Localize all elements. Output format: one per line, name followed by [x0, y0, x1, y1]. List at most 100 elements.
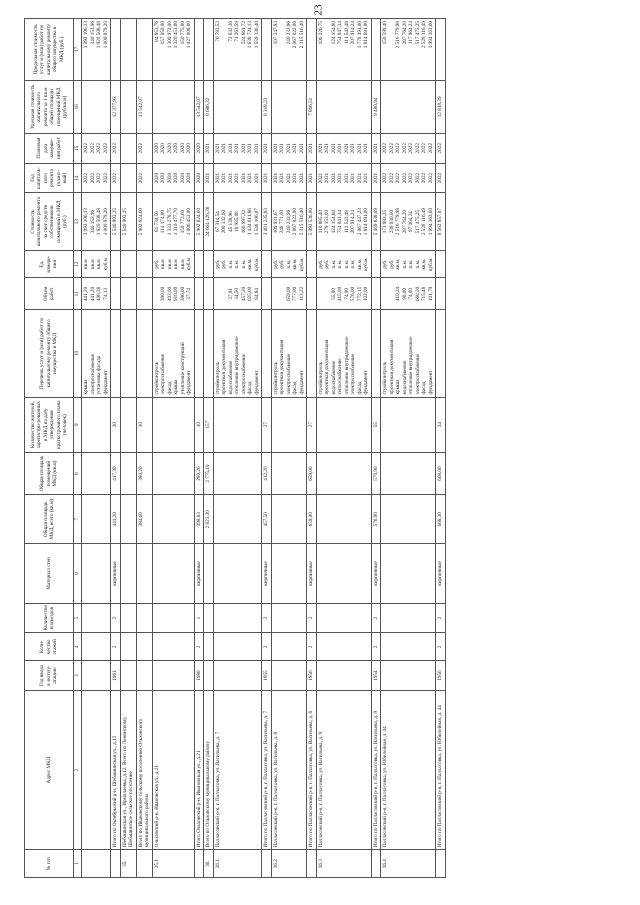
- cell-line: 2021: [263, 143, 269, 154]
- cell-spec: 8 318,23: [261, 80, 271, 134]
- cell-mat: [213, 543, 262, 604]
- cell-line: 2021: [298, 172, 305, 184]
- cell-unit: руб. руб. п.м. п.м. п.м. кв.м. куб.м.: [213, 250, 262, 278]
- cell-end: 2022: [110, 133, 120, 164]
- cell-ent: 2: [110, 603, 120, 633]
- cell-line: 1 994 363,60: [427, 21, 434, 49]
- cell-addr: Палласовский р-н, г. Палласовка, ул. Вас…: [271, 690, 307, 850]
- cell-line: 2020: [195, 172, 202, 184]
- cell-cost: 5 540 903,25: [120, 192, 136, 251]
- cell-area2: 280,20: [194, 452, 204, 495]
- cell-mat: кирпичные: [194, 543, 204, 604]
- column-number: 13: [73, 192, 82, 251]
- header-cell: Ед. измере-ния: [24, 250, 74, 278]
- cell-mat: [203, 543, 213, 604]
- cell-unit: руб. руб. п.м. п.м. п.м. п.м. кв.м. куб.м.: [316, 250, 371, 278]
- column-number: 14: [73, 163, 82, 193]
- cell-num: [371, 849, 381, 878]
- cell-yr: 2021 2021 2021 2021 2021: [271, 163, 307, 193]
- cell-area2: 417,30: [110, 452, 120, 495]
- cell-area2: [152, 452, 194, 495]
- table-row: Итого по Палласовский р-н, г. Палласовка…: [371, 18, 381, 878]
- cell-num: [261, 849, 271, 878]
- cell-line: 2020: [186, 143, 192, 154]
- cell-ent: [120, 603, 136, 633]
- cell-yr: 2020 2020 2020 2020 2020 2020: [152, 163, 194, 193]
- cell-lim: [110, 18, 120, 81]
- cell-area: 457,50: [261, 494, 271, 544]
- cell-line: 5 902 824,60: [137, 208, 144, 236]
- cell-vol: 55,00 415,00 74,00 576,00 772,15 102,00: [316, 277, 371, 310]
- cell-line: 1 548 106,07: [253, 208, 260, 236]
- cell-works: [435, 309, 445, 398]
- cell-works: [194, 309, 204, 398]
- cell-cost: 109 931,67 248 771,00 240 233,96 2 067 022,…: [271, 192, 307, 251]
- page-number: 23: [312, 4, 325, 16]
- cell-lim: [203, 18, 213, 81]
- cell-mat: [81, 543, 111, 604]
- cell-area2: 668,00: [435, 452, 445, 495]
- cell-cost: 110 885,40 279 153,00 124 154,80 754 041,14…: [316, 192, 371, 251]
- cell-fl: [152, 633, 194, 661]
- cell-end: 2020: [194, 133, 204, 164]
- cell-num: [194, 849, 204, 878]
- cell-fl: 2: [435, 633, 445, 661]
- cell-fl: [271, 633, 307, 661]
- cell-unit: [110, 250, 120, 278]
- cell-works: [110, 309, 120, 398]
- cell-fl: 2: [261, 633, 271, 661]
- cell-area2: 659,00: [306, 452, 316, 495]
- cell-vol: 410,24 90,00 74,00 668,30 715,48 101,79: [380, 277, 436, 310]
- cell-end: [120, 133, 136, 164]
- cell-unit: [120, 250, 136, 278]
- cell-vol: 659,00 777,00 113,22: [271, 277, 307, 310]
- cell-res: 30: [110, 397, 120, 453]
- cell-vol: [194, 277, 204, 310]
- cell-line: куб.м.: [253, 257, 260, 271]
- cell-end: 2021: [261, 133, 271, 164]
- cell-end: 2021 2021 2021 2021 2021 2021 2021 2021: [316, 133, 371, 164]
- cell-line: 2022: [112, 143, 118, 154]
- table-row: Итого по Палласовский р-н, г. Палласовка…: [261, 18, 271, 878]
- cell-lim: 84 853,76 157 050,00 1 300 972,00 1 320 453…: [152, 18, 194, 81]
- cell-unit: [371, 250, 381, 278]
- header-cell: Материал стен: [24, 543, 74, 604]
- cell-line: 37,74: [186, 288, 192, 300]
- header-cell: Адрес МКД: [24, 690, 74, 850]
- cell-mat: кирпичные: [306, 543, 316, 604]
- cell-unit: [136, 250, 152, 278]
- cell-year: 1954: [371, 660, 381, 691]
- header-cell: № п/п: [24, 849, 74, 878]
- cell-unit: руб. руб. кв.м. п.м. п.м. п.м. кв.м. куб.м.: [380, 250, 436, 278]
- cell-line: куб.м.: [363, 257, 369, 271]
- cell-year: [136, 660, 152, 691]
- cell-line: куб.м.: [427, 257, 434, 271]
- table-row: 35. Шебашинская ул., Ирмолаевка, д.12. Вс…: [120, 18, 136, 878]
- cell-line: 2021: [372, 143, 379, 154]
- cell-fl: [316, 633, 371, 661]
- cell-addr: Палласовский р-н, г. Палласовка, ул. Вас…: [213, 690, 262, 850]
- cell-yr: 2021: [371, 163, 381, 193]
- cell-res: [81, 397, 111, 453]
- cell-line: куб.м: [186, 258, 192, 271]
- cell-line: фундамент: [102, 370, 109, 395]
- cell-unit: [194, 250, 204, 278]
- cell-lim: 107 247,93 240 233,96 2 067 022,00 2 315 5…: [271, 18, 307, 81]
- cell-res: 55: [371, 397, 381, 453]
- cell-addr: Палласовский р-н, г. Палласовка, ул. Вас…: [316, 690, 371, 850]
- cell-area: [380, 494, 436, 544]
- cell-works: стройконтроль проектная документация элект…: [271, 309, 307, 398]
- cell-num: 36.1: [213, 849, 262, 878]
- cell-res: 10: [136, 397, 152, 453]
- header-cell: Количество жителей, зарегистри-рованных …: [24, 397, 74, 453]
- cell-area2: 2 775,10: [203, 452, 213, 495]
- cell-ent: [203, 603, 213, 633]
- cell-fl: 2: [306, 633, 316, 661]
- cell-yr: 2022: [435, 163, 445, 193]
- table-row: 36.4 Палласовский р-н, г. Палласовка, ул.…: [380, 18, 436, 878]
- cell-spec: [271, 80, 307, 134]
- cell-line: фундамент: [363, 370, 369, 395]
- table-row: 36. Всего по Ольховскому муниципальному р…: [203, 18, 213, 878]
- table-row: 35.1 Ольховский р-н, Ивановская ул., д.21…: [152, 18, 194, 878]
- cell-line: 5 092 536,00: [308, 208, 314, 236]
